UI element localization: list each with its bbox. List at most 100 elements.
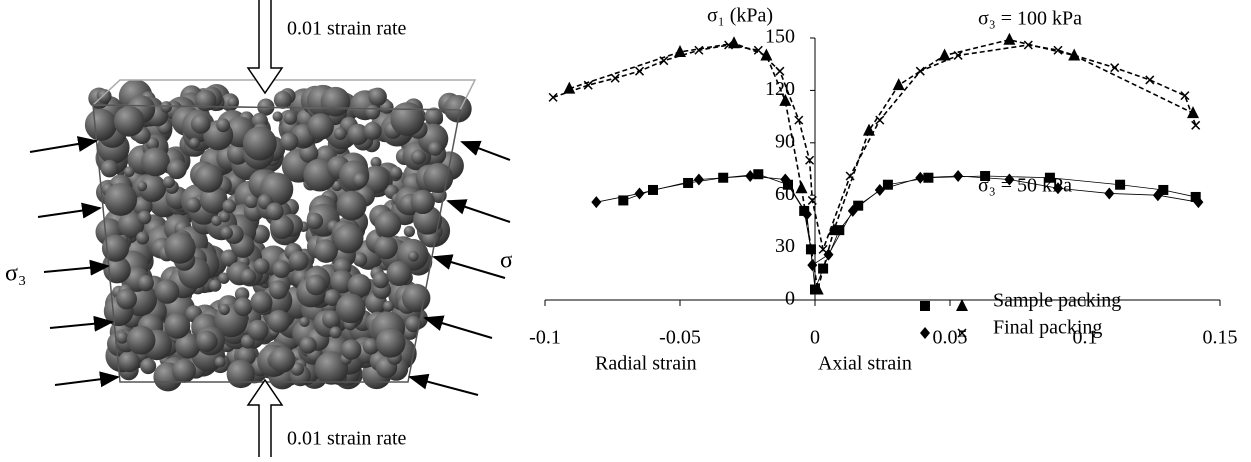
point: [1187, 106, 1199, 119]
particle: [123, 166, 135, 177]
particle: [283, 111, 297, 125]
fit-line: [552, 44, 1197, 253]
x-axis-title: Axial strain: [818, 353, 912, 375]
sigma-label: σ₃: [500, 248, 521, 274]
point: [953, 169, 964, 182]
point: [807, 195, 817, 205]
point: [875, 115, 885, 125]
x-stroke: [1191, 120, 1201, 130]
particle: [97, 89, 112, 104]
legend-label: Final packing: [993, 317, 1102, 339]
particle: [220, 249, 238, 267]
x-stroke: [875, 115, 885, 125]
sigma-label: σ₃: [5, 261, 26, 287]
particle: [137, 210, 152, 225]
point: [1044, 172, 1055, 183]
legend-marker: [957, 328, 967, 338]
x-stroke: [753, 45, 763, 55]
particle: [190, 113, 211, 134]
x-stroke: [805, 155, 815, 165]
particle: [428, 141, 443, 156]
top-arrow: [246, 0, 284, 95]
particle: [269, 346, 296, 373]
legend-marker: [920, 327, 930, 339]
point: [915, 66, 925, 76]
x-stroke: [610, 73, 620, 83]
point: [780, 173, 791, 186]
particle: [84, 108, 117, 141]
particle: [265, 202, 284, 221]
particle: [175, 333, 201, 359]
annotation: σ₃ = 100 kPa: [978, 8, 1082, 30]
legend-marker: [920, 301, 930, 311]
point: [694, 45, 704, 55]
x-axis-title: Radial strain: [595, 353, 697, 375]
particle: [196, 330, 218, 352]
particle: [227, 96, 239, 108]
point: [775, 66, 785, 76]
bottom-arrow: [246, 378, 284, 457]
particle: [126, 325, 156, 355]
point: [795, 181, 808, 194]
particle: [329, 326, 342, 339]
particle: [167, 159, 187, 180]
particle: [305, 274, 327, 296]
particle: [138, 174, 167, 203]
legend-label: Sample packing: [993, 290, 1121, 312]
particle: [347, 273, 372, 298]
particle: [136, 231, 150, 245]
particle: [104, 183, 138, 216]
point: [683, 177, 694, 188]
x-tick-label: 0.1: [1073, 327, 1098, 349]
x-stroke: [694, 45, 704, 55]
y-tick-label: 150: [765, 26, 795, 48]
point: [779, 93, 792, 106]
strain-rate-label: 0.01 strain rate: [287, 18, 407, 40]
point: [783, 179, 793, 190]
particle: [116, 288, 137, 310]
particle: [370, 156, 382, 168]
particle: [250, 291, 273, 314]
y-tick-label: 0: [785, 288, 795, 310]
point: [1110, 63, 1120, 73]
particle: [140, 358, 157, 375]
point: [1158, 184, 1169, 195]
particle: [247, 319, 269, 341]
particle: [137, 275, 154, 292]
y-axis-title: σ₁ (kPa): [707, 5, 773, 27]
point: [618, 195, 629, 206]
x-stroke: [1053, 45, 1063, 55]
point: [853, 200, 864, 211]
particle: [411, 149, 426, 165]
x-stroke: [807, 195, 817, 205]
point: [953, 50, 963, 60]
particle: [333, 127, 347, 140]
packing-diagram: 0.01 strain rate 0.01 strain rate σ₃ σ₃: [5, 0, 521, 457]
point: [1180, 91, 1190, 101]
particle: [216, 118, 231, 133]
particle: [220, 226, 233, 240]
particle: [214, 356, 226, 368]
x-stroke: [583, 80, 593, 90]
particle: [160, 101, 172, 113]
particle: [386, 261, 412, 286]
x-stroke: [1110, 63, 1120, 73]
point: [807, 259, 818, 272]
particle: [390, 102, 425, 136]
x-stroke: [724, 40, 734, 50]
point: [799, 205, 810, 216]
point: [548, 92, 558, 102]
particle: [218, 272, 230, 284]
point: [693, 173, 704, 186]
x-stroke: [953, 50, 963, 60]
x-stroke: [1023, 40, 1033, 50]
particle: [307, 113, 334, 140]
x-tick-label: 0.05: [933, 327, 968, 349]
x-stroke: [659, 56, 669, 66]
point: [760, 48, 773, 61]
particle: [195, 89, 217, 112]
particle: [267, 309, 291, 333]
particle: [222, 199, 237, 214]
confining-arrows: [29, 136, 511, 396]
particle: [227, 143, 249, 165]
